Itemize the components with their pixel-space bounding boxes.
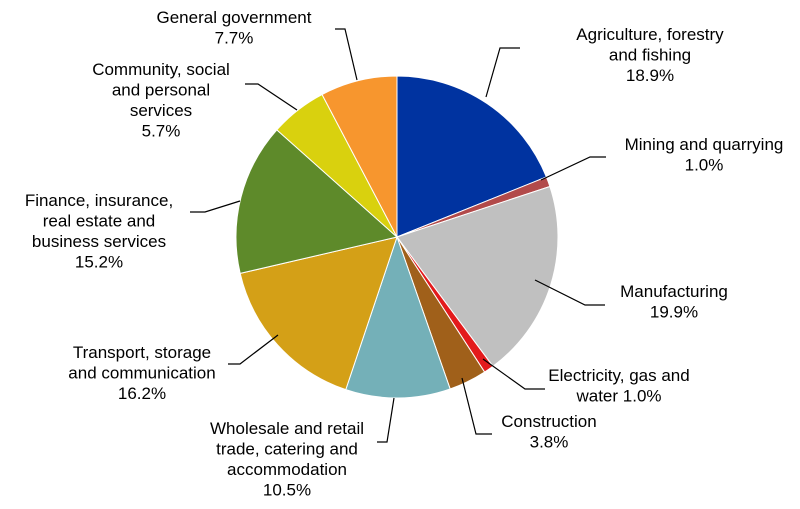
slice-label-4: Electricity, gas and water 1.0%: [548, 366, 689, 406]
slice-label-line: services: [130, 101, 192, 120]
slice-label-line: 5.7%: [142, 122, 181, 141]
slice-label-line: Construction: [501, 412, 596, 431]
leader-line-7: [228, 334, 279, 365]
pie-slice-6: [345, 235, 451, 399]
pie-slice-1: [396, 75, 548, 238]
leader-line-6: [377, 397, 395, 443]
leader-line-5: [461, 377, 492, 435]
slice-label-2: Mining and quarrying 1.0%: [625, 135, 784, 175]
slice-label-line: and fishing: [609, 46, 691, 65]
slice-label-line: 18.9%: [626, 66, 674, 85]
slice-label-line: General government: [157, 8, 312, 27]
slice-label-line: 1.0%: [685, 156, 724, 175]
slice-labels: Agriculture, forestry and fishing 18.9% Min…: [25, 8, 784, 500]
slice-label-line: and personal: [112, 81, 210, 100]
slice-label-line: 16.2%: [118, 384, 166, 403]
slice-label-line: Agriculture, forestry: [576, 25, 724, 44]
slice-label-line: 7.7%: [215, 29, 254, 48]
slice-label-line: real estate and: [43, 212, 155, 231]
pie-slices: [235, 75, 559, 399]
slice-label-line: 19.9%: [650, 303, 698, 322]
slice-label-9: Community, social and personal services 5.7…: [92, 60, 230, 141]
slice-label-line: Finance, insurance,: [25, 191, 173, 210]
leader-line-10: [335, 28, 358, 81]
leader-line-4: [482, 358, 545, 390]
slice-label-1: Agriculture, forestry and fishing 18.9%: [576, 25, 724, 85]
leader-line-8: [190, 200, 241, 213]
slice-label-10: General government 7.7%: [157, 8, 312, 48]
pie-slice-3: [396, 185, 559, 367]
pie-slice-8: [235, 129, 399, 274]
slice-label-line: Wholesale and retail: [210, 419, 364, 438]
slice-label-line: trade, catering and: [216, 440, 358, 459]
slice-label-line: water 1.0%: [575, 387, 661, 406]
leader-line-3: [534, 279, 605, 306]
slice-label-3: Manufacturing 19.9%: [620, 282, 728, 322]
leader-line-1: [485, 47, 520, 98]
slice-label-line: 3.8%: [530, 433, 569, 452]
slice-label-line: and communication: [68, 364, 215, 383]
slice-label-5: Construction 3.8%: [501, 412, 596, 452]
slice-label-6: Wholesale and retail trade, catering and a…: [210, 419, 364, 500]
slice-label-8: Finance, insurance, real estate and busine…: [25, 191, 173, 272]
slice-label-line: accommodation: [227, 460, 347, 479]
leader-line-9: [245, 83, 298, 111]
slice-label-7: Transport, storage and communication 16.2%: [68, 343, 215, 403]
slice-label-line: Community, social: [92, 60, 230, 79]
slice-label-line: business services: [32, 232, 166, 251]
pie-slice-7: [239, 236, 398, 391]
leader-line-2: [540, 156, 606, 181]
slice-label-line: 10.5%: [263, 481, 311, 500]
slice-label-line: 15.2%: [75, 253, 123, 272]
pie-slice-10: [321, 75, 398, 238]
slice-label-line: Mining and quarrying: [625, 135, 784, 154]
leader-lines: [190, 28, 606, 443]
slice-label-line: Manufacturing: [620, 282, 728, 301]
slice-label-line: Electricity, gas and: [548, 366, 689, 385]
slice-label-line: Transport, storage: [73, 343, 211, 362]
